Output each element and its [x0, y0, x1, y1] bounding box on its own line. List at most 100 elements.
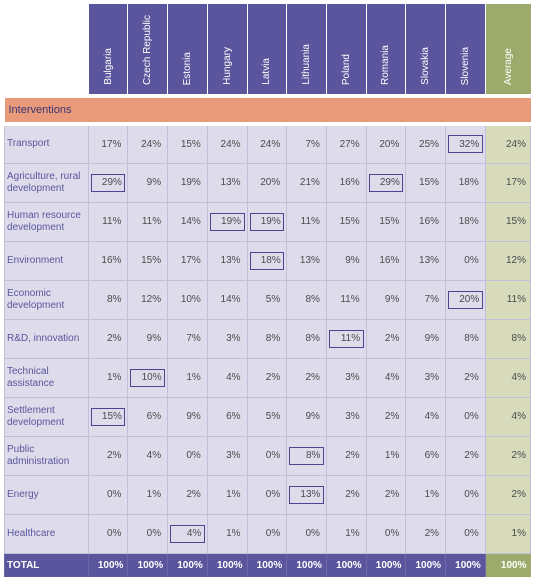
cell-value: 2%	[406, 514, 446, 553]
cell-value: 11%	[88, 202, 128, 241]
cell-value: 4%	[168, 514, 208, 553]
col-poland: Poland	[326, 4, 366, 96]
cell-value: 4%	[406, 397, 446, 436]
cell-value: 20%	[366, 124, 406, 163]
table-row: Technical assistance1%10%1%4%2%2%3%4%3%2…	[5, 358, 531, 397]
cell-value: 20%	[446, 280, 486, 319]
cell-average: 4%	[485, 358, 530, 397]
cell-value: 32%	[446, 124, 486, 163]
cell-value: 4%	[128, 436, 168, 475]
cell-value: 3%	[326, 358, 366, 397]
cell-value: 0%	[88, 475, 128, 514]
total-cell: 100%	[287, 553, 327, 577]
cell-average: 12%	[485, 241, 530, 280]
cell-value: 13%	[207, 241, 247, 280]
cell-value: 14%	[168, 202, 208, 241]
cell-value: 3%	[326, 397, 366, 436]
cell-value: 8%	[287, 436, 327, 475]
cell-value: 9%	[406, 319, 446, 358]
row-label: Environment	[5, 241, 89, 280]
cell-value: 1%	[366, 436, 406, 475]
cell-value: 3%	[207, 319, 247, 358]
cell-value: 4%	[366, 358, 406, 397]
cell-value: 27%	[326, 124, 366, 163]
cell-value: 1%	[326, 514, 366, 553]
total-cell: 100%	[88, 553, 128, 577]
col-slovenia: Slovenia	[446, 4, 486, 96]
cell-value: 19%	[247, 202, 287, 241]
cell-value: 0%	[446, 241, 486, 280]
cell-value: 15%	[366, 202, 406, 241]
cell-value: 2%	[366, 397, 406, 436]
section-label: Interventions	[5, 96, 531, 124]
cell-value: 29%	[366, 163, 406, 202]
cell-value: 29%	[88, 163, 128, 202]
cell-value: 7%	[168, 319, 208, 358]
cell-value: 15%	[88, 397, 128, 436]
cell-value: 0%	[446, 514, 486, 553]
table-row: Environment16%15%17%13%18%13%9%16%13%0%1…	[5, 241, 531, 280]
cell-value: 2%	[366, 475, 406, 514]
col-hungary: Hungary	[207, 4, 247, 96]
cell-value: 8%	[88, 280, 128, 319]
cell-value: 1%	[406, 475, 446, 514]
cell-value: 2%	[326, 436, 366, 475]
cell-value: 17%	[168, 241, 208, 280]
row-label: Public administration	[5, 436, 89, 475]
col-slovakia: Slovakia	[406, 4, 446, 96]
cell-value: 20%	[247, 163, 287, 202]
cell-value: 8%	[287, 280, 327, 319]
cell-value: 17%	[88, 124, 128, 163]
total-row: TOTAL100%100%100%100%100%100%100%100%100…	[5, 553, 531, 577]
row-label: Human resource development	[5, 202, 89, 241]
cell-value: 13%	[406, 241, 446, 280]
cell-average: 17%	[485, 163, 530, 202]
cell-value: 0%	[247, 436, 287, 475]
total-cell: 100%	[207, 553, 247, 577]
cell-value: 8%	[247, 319, 287, 358]
cell-value: 18%	[446, 163, 486, 202]
cell-value: 0%	[247, 475, 287, 514]
cell-value: 0%	[446, 397, 486, 436]
row-label: Economic development	[5, 280, 89, 319]
cell-value: 9%	[366, 280, 406, 319]
cell-value: 5%	[247, 397, 287, 436]
cell-value: 2%	[446, 436, 486, 475]
cell-value: 11%	[326, 319, 366, 358]
total-cell: 100%	[247, 553, 287, 577]
cell-average: 24%	[485, 124, 530, 163]
total-cell: 100%	[366, 553, 406, 577]
header-row: Bulgaria Czech Republic Estonia Hungary …	[5, 4, 531, 96]
col-bulgaria: Bulgaria	[88, 4, 128, 96]
cell-average: 2%	[485, 436, 530, 475]
cell-value: 24%	[128, 124, 168, 163]
table-row: Settlement development15%6%9%6%5%9%3%2%4…	[5, 397, 531, 436]
cell-value: 0%	[128, 514, 168, 553]
cell-value: 10%	[168, 280, 208, 319]
cell-value: 4%	[207, 358, 247, 397]
table-row: Economic development8%12%10%14%5%8%11%9%…	[5, 280, 531, 319]
cell-value: 18%	[446, 202, 486, 241]
cell-value: 9%	[168, 397, 208, 436]
cell-value: 6%	[207, 397, 247, 436]
cell-value: 1%	[207, 475, 247, 514]
total-cell: 100%	[406, 553, 446, 577]
cell-value: 5%	[247, 280, 287, 319]
cell-value: 13%	[287, 241, 327, 280]
cell-value: 19%	[207, 202, 247, 241]
total-cell: 100%	[446, 553, 486, 577]
table-row: Public administration2%4%0%3%0%8%2%1%6%2…	[5, 436, 531, 475]
cell-value: 21%	[287, 163, 327, 202]
cell-value: 3%	[207, 436, 247, 475]
row-label: Technical assistance	[5, 358, 89, 397]
cell-value: 1%	[88, 358, 128, 397]
cell-value: 10%	[128, 358, 168, 397]
cell-value: 11%	[326, 280, 366, 319]
col-estonia: Estonia	[168, 4, 208, 96]
cell-value: 14%	[207, 280, 247, 319]
col-romania: Romania	[366, 4, 406, 96]
cell-value: 1%	[168, 358, 208, 397]
cell-value: 8%	[446, 319, 486, 358]
cell-average: 11%	[485, 280, 530, 319]
interventions-table: Bulgaria Czech Republic Estonia Hungary …	[4, 4, 531, 577]
